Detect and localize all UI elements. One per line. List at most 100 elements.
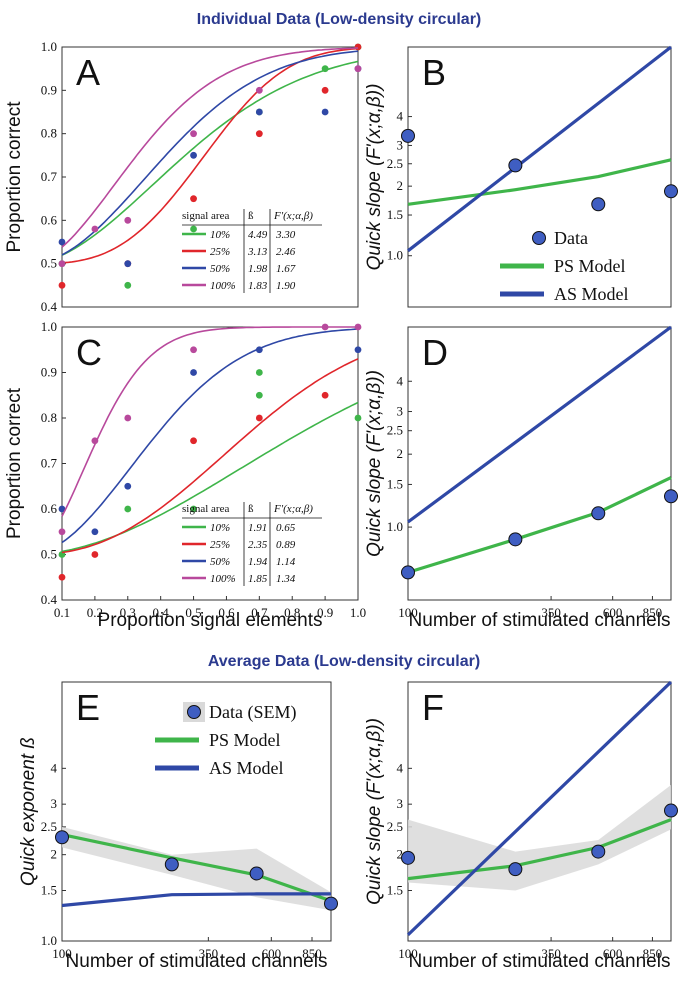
data-point-10pct bbox=[355, 415, 362, 422]
table-cell: 100% bbox=[210, 573, 236, 585]
panel-letter: E bbox=[76, 687, 100, 728]
data-point-50pct bbox=[256, 346, 263, 353]
y-tick-label: 0.4 bbox=[41, 299, 58, 314]
y-tick-label: 4 bbox=[397, 373, 404, 388]
table-cell: 1.90 bbox=[276, 280, 296, 292]
y-axis-label: Proportion correct bbox=[4, 387, 25, 539]
data-point bbox=[402, 851, 415, 864]
sem-band bbox=[62, 827, 331, 910]
data-point-10pct bbox=[322, 65, 329, 72]
data-point-100pct bbox=[124, 217, 131, 224]
y-tick-label: 0.6 bbox=[41, 212, 58, 227]
panel-b: 1.01.522.534Quick slope (F'(x;α,β))BData… bbox=[364, 47, 678, 307]
data-point-100pct bbox=[124, 415, 131, 422]
title-individual: Individual Data (Low-density circular) bbox=[197, 11, 482, 28]
table-cell: 1.98 bbox=[248, 263, 268, 275]
data-point-100pct bbox=[59, 260, 66, 267]
model-line-ps-model bbox=[408, 160, 671, 205]
data-point bbox=[402, 566, 415, 579]
legend-label: Data (SEM) bbox=[209, 702, 296, 723]
legend-swatch bbox=[188, 706, 201, 719]
data-point-25pct bbox=[322, 392, 329, 399]
data-point-50pct bbox=[124, 483, 131, 490]
y-tick-label: 3 bbox=[397, 796, 404, 811]
table-cell: 4.49 bbox=[248, 229, 268, 241]
panel-letter: F bbox=[422, 687, 444, 728]
model-line-as-model bbox=[408, 682, 671, 935]
data-point-25pct bbox=[256, 130, 263, 137]
data-point bbox=[592, 845, 605, 858]
legend-swatch bbox=[533, 232, 546, 245]
data-point-10pct bbox=[124, 506, 131, 513]
y-tick-label: 0.7 bbox=[41, 169, 58, 184]
y-axis-label: Proportion correct bbox=[4, 101, 25, 253]
table-cell: 10% bbox=[210, 229, 230, 241]
y-tick-label: 1.5 bbox=[387, 476, 403, 491]
data-point-100pct bbox=[322, 324, 329, 331]
data-point-100pct bbox=[59, 528, 66, 535]
table-cell: 1.34 bbox=[276, 573, 296, 585]
data-point bbox=[592, 507, 605, 520]
table-cell: 1.67 bbox=[276, 263, 296, 275]
table-cell: 1.85 bbox=[248, 573, 268, 585]
table-cell: 25% bbox=[210, 539, 230, 551]
table-cell: 2.35 bbox=[248, 539, 268, 551]
y-tick-label: 0.5 bbox=[41, 547, 57, 562]
table-header: F'(x;α,β) bbox=[273, 503, 313, 515]
y-tick-label: 1.0 bbox=[387, 519, 403, 534]
table-cell: 0.89 bbox=[276, 539, 296, 551]
panel-letter: B bbox=[422, 52, 446, 93]
data-point-50pct bbox=[190, 152, 197, 159]
data-point bbox=[665, 490, 678, 503]
y-tick-label: 1.5 bbox=[387, 207, 403, 222]
data-point bbox=[250, 867, 263, 880]
panel-letter: A bbox=[76, 52, 100, 93]
data-point-50pct bbox=[124, 260, 131, 267]
fit-curve-50pct bbox=[62, 51, 358, 255]
panel-c: 0.40.50.60.70.80.91.00.1 0.2 0.3 0.4 0.5 0.6 0… bbox=[4, 319, 366, 631]
panel-letter: C bbox=[76, 332, 102, 373]
panel-letter: D bbox=[422, 332, 448, 373]
y-tick-label: 2.5 bbox=[387, 156, 403, 171]
y-tick-label: 2 bbox=[397, 446, 404, 461]
y-tick-label: 2 bbox=[51, 847, 58, 862]
table-cell: 1.91 bbox=[248, 522, 267, 534]
y-tick-label: 3 bbox=[51, 796, 58, 811]
data-point bbox=[509, 533, 522, 546]
table-cell: 2.46 bbox=[276, 246, 296, 258]
legend-label: AS Model bbox=[209, 758, 284, 778]
y-tick-label: 0.7 bbox=[41, 456, 58, 471]
y-tick-label: 3 bbox=[397, 137, 404, 152]
legend-label: PS Model bbox=[554, 256, 626, 276]
data-point-25pct bbox=[59, 574, 66, 581]
title-average: Average Data (Low-density circular) bbox=[208, 653, 480, 670]
legend-label: PS Model bbox=[209, 730, 281, 750]
table-cell: 50% bbox=[210, 556, 230, 568]
data-point-100pct bbox=[355, 324, 362, 331]
panel-e: 1.01.522.534100 350 600 850Number of stimul… bbox=[18, 682, 338, 972]
x-tick-label: 0.1 bbox=[54, 605, 70, 620]
y-tick-label: 4 bbox=[51, 760, 58, 775]
data-point bbox=[325, 897, 338, 910]
table-cell: 1.14 bbox=[276, 556, 296, 568]
data-point-10pct bbox=[190, 226, 197, 233]
data-point bbox=[665, 185, 678, 198]
table-header: F'(x;α,β) bbox=[273, 210, 313, 222]
x-tick-label: 1.0 bbox=[350, 605, 366, 620]
table-cell: 1.94 bbox=[248, 556, 268, 568]
table-cell: 3.30 bbox=[275, 229, 296, 241]
y-tick-label: 4 bbox=[397, 760, 404, 775]
data-point-100pct bbox=[91, 226, 98, 233]
data-point-100pct bbox=[256, 87, 263, 94]
data-point-25pct bbox=[59, 282, 66, 289]
data-point bbox=[665, 804, 678, 817]
table-cell: 10% bbox=[210, 522, 230, 534]
data-point-100pct bbox=[91, 437, 98, 444]
data-point bbox=[165, 858, 178, 871]
table-cell: 50% bbox=[210, 263, 230, 275]
x-axis-label: Number of stimulated channels bbox=[409, 610, 671, 631]
data-point bbox=[509, 863, 522, 876]
